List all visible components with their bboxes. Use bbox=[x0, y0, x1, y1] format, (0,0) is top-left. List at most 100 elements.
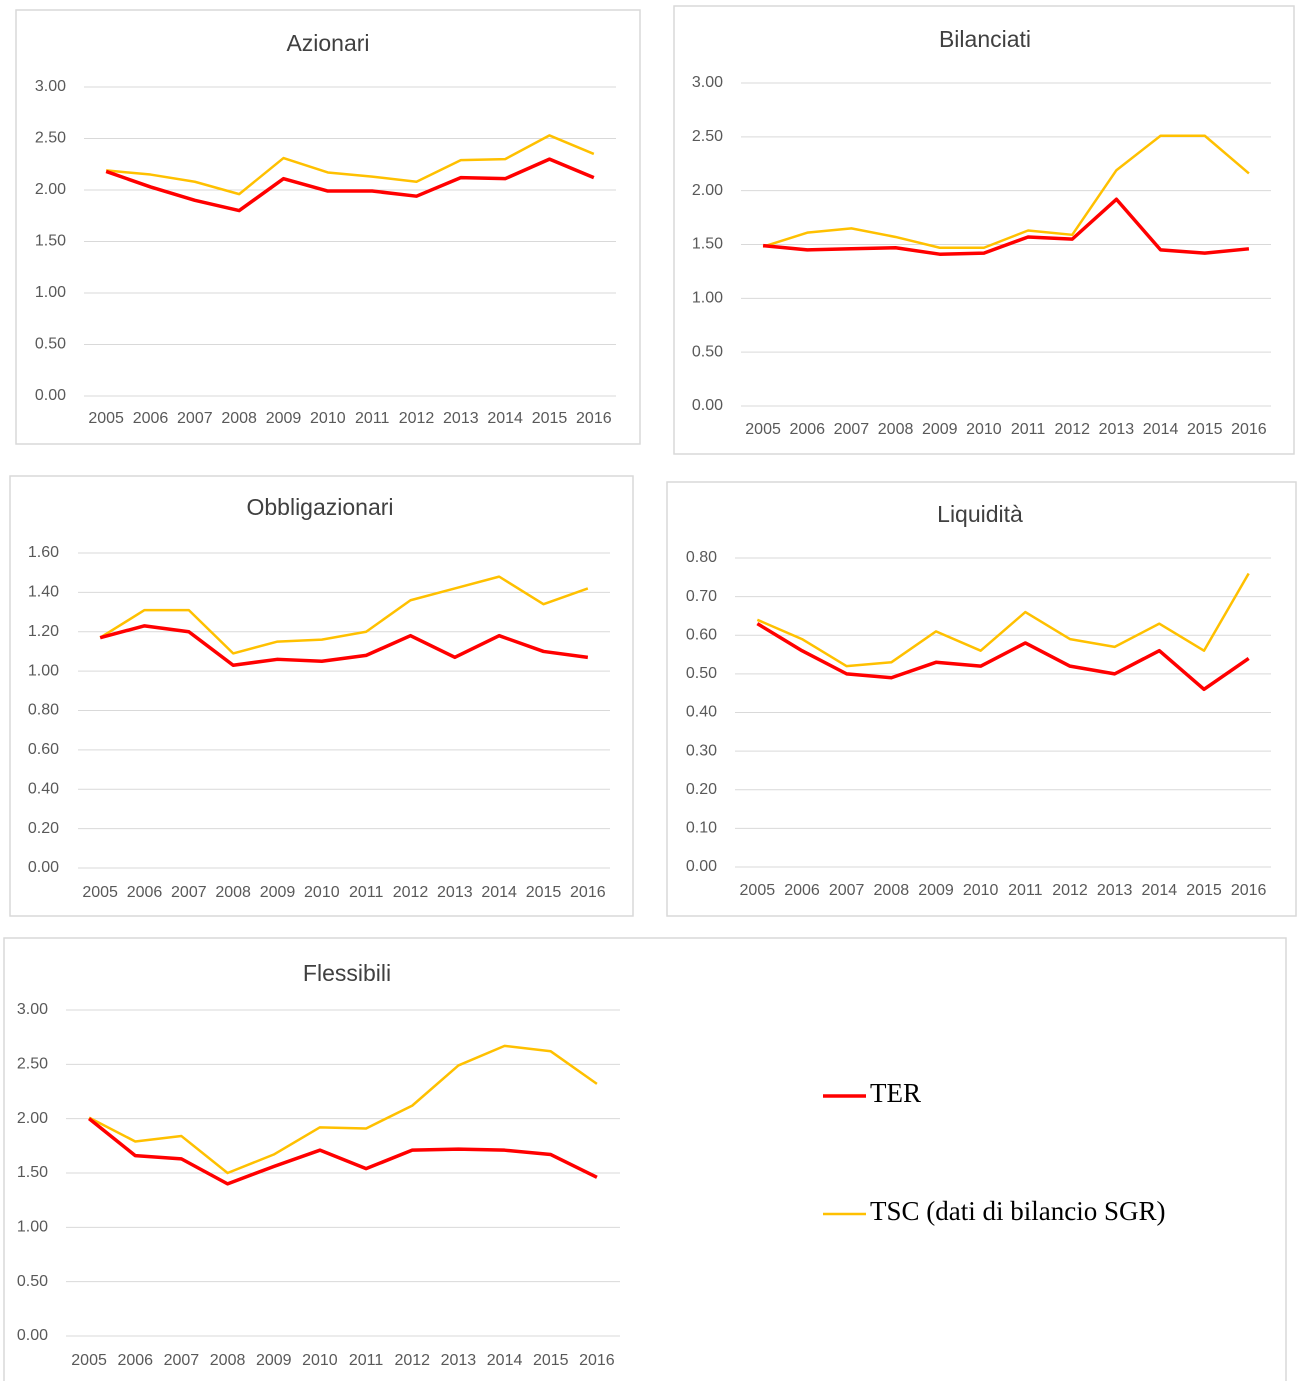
x-tick-label: 2009 bbox=[922, 421, 958, 438]
chart-frame bbox=[9, 475, 634, 917]
chart-title: Azionari bbox=[286, 30, 369, 56]
y-tick-label: 1.40 bbox=[28, 584, 59, 601]
x-tick-label: 2010 bbox=[310, 410, 346, 427]
x-tick-label: 2016 bbox=[570, 884, 606, 901]
y-tick-label: 0.00 bbox=[686, 858, 717, 875]
y-tick-label: 1.00 bbox=[692, 290, 723, 307]
y-tick-label: 1.60 bbox=[28, 544, 59, 561]
x-tick-label: 2014 bbox=[1143, 421, 1179, 438]
x-tick-label: 2011 bbox=[355, 410, 390, 427]
x-tick-label: 2011 bbox=[1008, 882, 1043, 899]
x-tick-label: 2015 bbox=[1186, 882, 1222, 899]
chart-title: Obbligazionari bbox=[246, 494, 393, 520]
x-tick-label: 2011 bbox=[1011, 421, 1046, 438]
x-tick-label: 2006 bbox=[133, 410, 169, 427]
y-tick-label: 1.20 bbox=[28, 623, 59, 640]
y-tick-label: 0.50 bbox=[17, 1273, 48, 1290]
y-tick-label: 3.00 bbox=[692, 74, 723, 91]
y-tick-label: 1.00 bbox=[28, 662, 59, 679]
x-tick-label: 2013 bbox=[441, 1352, 477, 1369]
y-tick-label: 3.00 bbox=[35, 78, 66, 95]
x-tick-label: 2010 bbox=[302, 1352, 338, 1369]
x-tick-label: 2013 bbox=[443, 410, 479, 427]
x-tick-label: 2005 bbox=[745, 421, 781, 438]
x-tick-label: 2016 bbox=[1231, 882, 1267, 899]
y-tick-label: 0.00 bbox=[28, 859, 59, 876]
x-tick-label: 2005 bbox=[740, 882, 776, 899]
y-tick-label: 0.00 bbox=[35, 387, 66, 404]
x-tick-label: 2012 bbox=[399, 410, 435, 427]
y-tick-label: 2.00 bbox=[35, 181, 66, 198]
y-tick-label: 0.50 bbox=[686, 665, 717, 682]
y-tick-label: 2.00 bbox=[17, 1110, 48, 1127]
y-tick-label: 0.60 bbox=[686, 626, 717, 643]
y-tick-label: 0.00 bbox=[17, 1327, 48, 1344]
y-tick-label: 0.20 bbox=[686, 781, 717, 798]
x-tick-label: 2013 bbox=[1097, 882, 1133, 899]
line-series bbox=[756, 622, 1250, 692]
legend-label: TSC (dati di bilancio SGR) bbox=[870, 1196, 1165, 1226]
x-tick-label: 2010 bbox=[304, 884, 340, 901]
x-tick-label: 2012 bbox=[394, 1352, 430, 1369]
y-tick-label: 0.80 bbox=[686, 549, 717, 566]
x-tick-label: 2007 bbox=[164, 1352, 200, 1369]
y-tick-label: 1.00 bbox=[35, 284, 66, 301]
line-series bbox=[762, 134, 1250, 249]
y-tick-label: 3.00 bbox=[17, 1001, 48, 1018]
line-series bbox=[88, 1044, 598, 1175]
y-tick-label: 1.50 bbox=[17, 1164, 48, 1181]
x-tick-label: 2008 bbox=[878, 421, 914, 438]
y-tick-label: 0.60 bbox=[28, 741, 59, 758]
y-tick-label: 0.00 bbox=[692, 397, 723, 414]
x-tick-label: 2014 bbox=[1142, 882, 1178, 899]
chart-frame bbox=[666, 481, 1297, 917]
y-tick-label: 0.20 bbox=[28, 820, 59, 837]
y-tick-label: 0.80 bbox=[28, 702, 59, 719]
y-tick-label: 1.50 bbox=[692, 236, 723, 253]
chart-frame bbox=[673, 5, 1295, 455]
chart-frame bbox=[3, 937, 1287, 1381]
x-tick-label: 2014 bbox=[487, 410, 523, 427]
x-tick-label: 2009 bbox=[256, 1352, 292, 1369]
x-tick-label: 2013 bbox=[1099, 421, 1135, 438]
x-tick-label: 2016 bbox=[576, 410, 612, 427]
y-tick-label: 0.10 bbox=[686, 820, 717, 837]
line-series bbox=[87, 1117, 598, 1186]
chart-title: Bilanciati bbox=[939, 26, 1031, 52]
y-tick-label: 2.50 bbox=[35, 130, 66, 147]
x-tick-label: 2016 bbox=[579, 1352, 615, 1369]
x-tick-label: 2011 bbox=[349, 1352, 384, 1369]
x-tick-label: 2014 bbox=[481, 884, 517, 901]
x-tick-label: 2007 bbox=[171, 884, 207, 901]
line-series bbox=[762, 197, 1250, 256]
x-tick-label: 2015 bbox=[533, 1352, 569, 1369]
x-tick-label: 2008 bbox=[215, 884, 251, 901]
x-tick-label: 2012 bbox=[1054, 421, 1090, 438]
x-tick-label: 2014 bbox=[487, 1352, 523, 1369]
x-tick-label: 2015 bbox=[1187, 421, 1223, 438]
line-series bbox=[106, 134, 595, 196]
y-tick-label: 0.50 bbox=[692, 343, 723, 360]
line-series bbox=[99, 624, 589, 667]
x-tick-label: 2016 bbox=[1231, 421, 1267, 438]
x-tick-label: 2010 bbox=[963, 882, 999, 899]
x-tick-label: 2007 bbox=[829, 882, 865, 899]
x-tick-label: 2015 bbox=[532, 410, 568, 427]
x-tick-label: 2007 bbox=[177, 410, 213, 427]
line-series bbox=[99, 575, 589, 655]
x-tick-label: 2008 bbox=[210, 1352, 246, 1369]
x-tick-label: 2006 bbox=[789, 421, 825, 438]
line-series bbox=[105, 157, 595, 213]
x-tick-label: 2015 bbox=[526, 884, 562, 901]
y-tick-label: 0.40 bbox=[28, 780, 59, 797]
y-tick-label: 0.30 bbox=[686, 742, 717, 759]
x-tick-label: 2010 bbox=[966, 421, 1002, 438]
chart-title: Liquidità bbox=[937, 501, 1023, 527]
x-tick-label: 2006 bbox=[784, 882, 820, 899]
line-series bbox=[756, 572, 1250, 668]
x-tick-label: 2006 bbox=[117, 1352, 153, 1369]
x-tick-label: 2012 bbox=[1052, 882, 1088, 899]
x-tick-label: 2007 bbox=[834, 421, 870, 438]
y-tick-label: 1.50 bbox=[35, 233, 66, 250]
